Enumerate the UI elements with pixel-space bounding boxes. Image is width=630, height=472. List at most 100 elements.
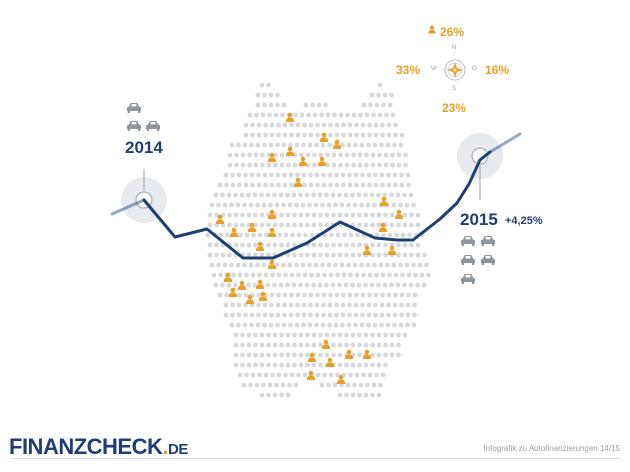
map-dot xyxy=(344,162,350,168)
map-dot xyxy=(326,382,331,388)
map-dot xyxy=(324,212,330,218)
map-dot xyxy=(358,112,363,118)
map-dot xyxy=(318,352,323,358)
map-dot xyxy=(337,282,342,288)
map-dot xyxy=(233,222,239,228)
map-dot xyxy=(334,132,340,138)
map-dot xyxy=(337,362,343,368)
map-dot xyxy=(236,322,241,328)
map-dot xyxy=(331,252,336,258)
map-dot xyxy=(233,212,239,218)
map-dot xyxy=(318,222,323,228)
map-dot xyxy=(370,222,375,228)
map-dot xyxy=(421,282,427,288)
map-dot xyxy=(345,382,351,388)
map-dot xyxy=(294,202,299,208)
map-dot xyxy=(265,192,271,198)
map-dot xyxy=(332,112,337,118)
map-dot xyxy=(227,162,233,168)
map-dot xyxy=(281,262,286,268)
map-dot xyxy=(342,232,347,238)
map-dot xyxy=(285,252,291,258)
map-dot xyxy=(242,322,248,328)
person-icon xyxy=(285,146,295,156)
map-dot xyxy=(389,92,394,98)
map-dot xyxy=(321,302,326,308)
map-dot xyxy=(331,332,336,338)
map-dot xyxy=(259,212,265,218)
map-dot xyxy=(298,282,303,288)
trend-line-fade-left xyxy=(110,198,146,216)
map-dot xyxy=(259,392,265,398)
brand-logo[interactable]: FINANZCHECK.DE xyxy=(9,434,188,460)
halo-2015 xyxy=(457,133,503,179)
map-dot xyxy=(352,202,358,208)
map-dot xyxy=(347,172,352,178)
map-dot xyxy=(374,102,380,108)
map-dot xyxy=(320,202,325,208)
map-dot xyxy=(344,392,349,398)
map-dot xyxy=(217,182,223,188)
year-highlights xyxy=(121,133,503,223)
map-dot xyxy=(244,232,250,238)
map-dot xyxy=(398,142,404,148)
growth-label: +4,25% xyxy=(505,215,543,227)
map-dot xyxy=(347,122,353,128)
map-dot xyxy=(237,292,242,298)
map-dot xyxy=(240,242,245,248)
map-dot xyxy=(247,162,252,168)
map-dot xyxy=(389,352,395,358)
map-dot xyxy=(373,122,379,128)
map-dot xyxy=(282,302,287,308)
map-dot xyxy=(360,302,365,308)
map-dot xyxy=(240,162,246,168)
map-dot xyxy=(236,312,242,318)
person-icon xyxy=(228,287,238,297)
person-icon xyxy=(306,370,316,380)
map-dot xyxy=(229,142,235,148)
person-icon xyxy=(387,245,397,255)
map-dot xyxy=(382,282,388,288)
map-dot xyxy=(227,222,232,228)
map-dot xyxy=(366,312,372,318)
map-dot xyxy=(370,162,376,168)
map-dot xyxy=(233,192,238,198)
map-dot xyxy=(263,122,268,128)
map-dot xyxy=(276,272,282,278)
map-dot xyxy=(311,342,317,348)
map-dot xyxy=(403,162,408,168)
map-dot xyxy=(404,202,410,208)
map-dot xyxy=(296,372,301,378)
map-dot xyxy=(323,102,328,108)
map-dot xyxy=(279,212,284,218)
map-dot xyxy=(386,182,392,188)
map-dot xyxy=(281,142,287,148)
map-dot xyxy=(321,182,327,188)
map-dot xyxy=(314,172,320,178)
map-dot xyxy=(292,252,297,258)
person-icon xyxy=(325,357,335,367)
map-dot xyxy=(356,192,362,198)
map-dot xyxy=(282,132,288,138)
map-dot xyxy=(402,222,408,228)
map-dot xyxy=(246,252,252,258)
map-dot xyxy=(269,132,275,138)
map-dot xyxy=(243,122,249,128)
map-dot xyxy=(392,302,398,308)
map-dot xyxy=(340,312,346,318)
map-dot xyxy=(320,262,325,268)
map-dot xyxy=(288,302,294,308)
map-dot xyxy=(259,222,265,228)
map-dot xyxy=(262,322,267,328)
map-dot xyxy=(298,212,304,218)
map-dot xyxy=(398,202,403,208)
map-dot xyxy=(263,182,268,188)
map-dot xyxy=(224,292,229,298)
map-dot xyxy=(363,392,369,398)
map-dot xyxy=(370,352,375,358)
map-dot xyxy=(376,392,382,398)
map-dot xyxy=(387,272,392,278)
map-dot xyxy=(357,342,362,348)
map-dot xyxy=(317,282,323,288)
compass-letter-w: W xyxy=(431,66,437,72)
